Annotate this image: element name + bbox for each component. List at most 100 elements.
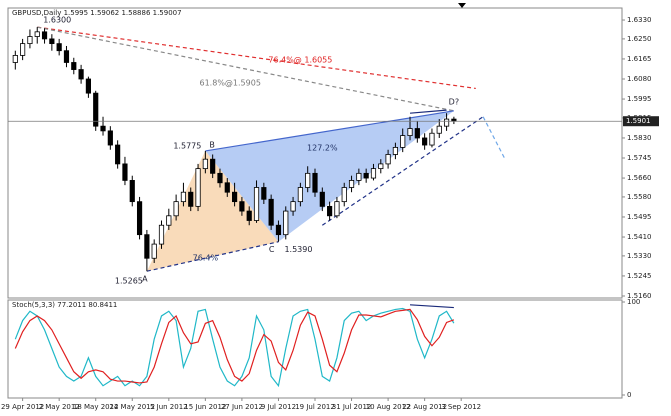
y-tick-label: 1.5995 [627,95,652,103]
y-tick-label: 1.5580 [627,193,652,201]
candle-body [188,191,194,207]
candle-body [341,187,347,203]
y-tick-label: 0 [627,391,631,399]
annotation: 76.4% [193,254,219,263]
candle-body [34,31,40,37]
x-tick-label: 9 Jul 2012 [261,403,296,411]
y-tick-label: 1.6165 [627,55,652,63]
candle-body [378,163,384,170]
candle-body [122,163,128,181]
candle-body [297,187,303,203]
candle-body [107,130,113,146]
x-tick-label: 24 May 2012 [109,403,155,411]
candle-body [144,234,150,259]
candle-body [56,43,62,52]
candle-body [232,191,238,203]
candle-body [246,210,252,221]
candle-body [275,224,282,236]
x-tick-label: 10 Aug 2012 [366,403,411,411]
x-tick-label: 18 May 2012 [73,403,119,411]
candle-body [136,201,143,236]
candle-body [78,69,84,80]
candle-body [305,172,311,188]
candle-body [290,201,296,212]
candle-body [93,92,99,127]
candle-body [429,132,435,146]
candle-body [151,243,157,259]
candle-body [407,128,413,137]
candle-body [356,172,362,181]
y-tick-label: 1.5495 [627,213,652,221]
y-tick-label: 1.5160 [627,292,652,300]
candle-body [392,146,398,155]
candle-body [312,172,318,193]
candle-body [400,135,406,148]
candle-body [414,128,420,139]
y-tick-label: 1.6330 [627,16,652,24]
y-tick-label: 1.5830 [627,134,652,142]
annotation-line [482,116,506,160]
candle-body [41,31,48,40]
last-price-label: 1.5901 [626,117,651,125]
candle-body [12,55,18,63]
point-label: B [209,140,215,149]
pattern-abc [146,150,279,272]
y-tick-label: 1.5410 [627,233,652,241]
x-tick-label: 27 Jun 2012 [221,403,263,411]
annotation-line [409,304,454,309]
stoch-line [14,307,455,388]
candle-body [166,215,172,226]
price-label: 1.6300 [43,16,71,25]
candle-body [27,36,33,45]
annotation: 61.8%@1.5905 [200,79,261,88]
x-tick-label: 2 May 2012 [39,403,80,411]
candle-body [422,137,428,146]
annotation-line [321,116,484,226]
candle-body [71,62,77,70]
candle-body [443,118,450,127]
shift-marker [458,3,466,8]
candle-body [363,172,369,179]
candle-body [224,182,230,193]
annotation-line [37,26,476,90]
annotation-line [146,241,279,272]
candle-body [327,205,333,217]
candle-body [319,191,325,207]
point-label: A [142,275,148,284]
candle-body [173,201,179,217]
candle-body [334,201,340,217]
candle-body [100,125,106,132]
candle-body [180,191,187,203]
y-tick-label: 1.5245 [627,272,652,280]
candle-body [202,158,208,170]
x-tick-label: 5 Jun 2012 [150,403,188,411]
candle-body [195,168,201,207]
candle-body [239,201,245,212]
candle-body [115,144,121,165]
x-tick-label: 31 Jul 2012 [332,403,372,411]
candle-body [385,154,391,165]
price-label: 1.5775 [173,141,201,150]
candle-body [210,158,216,174]
annotation-line [409,109,447,114]
candle-body [283,210,289,236]
y-tick-label: 100 [627,298,640,306]
candle-body [253,187,260,221]
candle-body [217,172,223,184]
y-tick-label: 1.5660 [627,174,652,182]
x-tick-label: 3 Sep 2012 [441,403,481,411]
candle-body [268,198,274,226]
y-tick-label: 1.5745 [627,154,652,162]
y-tick-label: 1.6250 [627,35,652,43]
y-tick-label: 1.6080 [627,75,652,83]
candle-body [20,43,26,56]
x-tick-label: 15 Jun 2012 [184,403,226,411]
price-panel [7,7,623,299]
pattern-bcd [205,110,454,242]
x-tick-label: 22 Aug 2012 [402,403,447,411]
candle-body [158,224,165,245]
point-label: D? [449,97,459,106]
candle-body [129,180,135,203]
annotation-line [205,110,454,152]
